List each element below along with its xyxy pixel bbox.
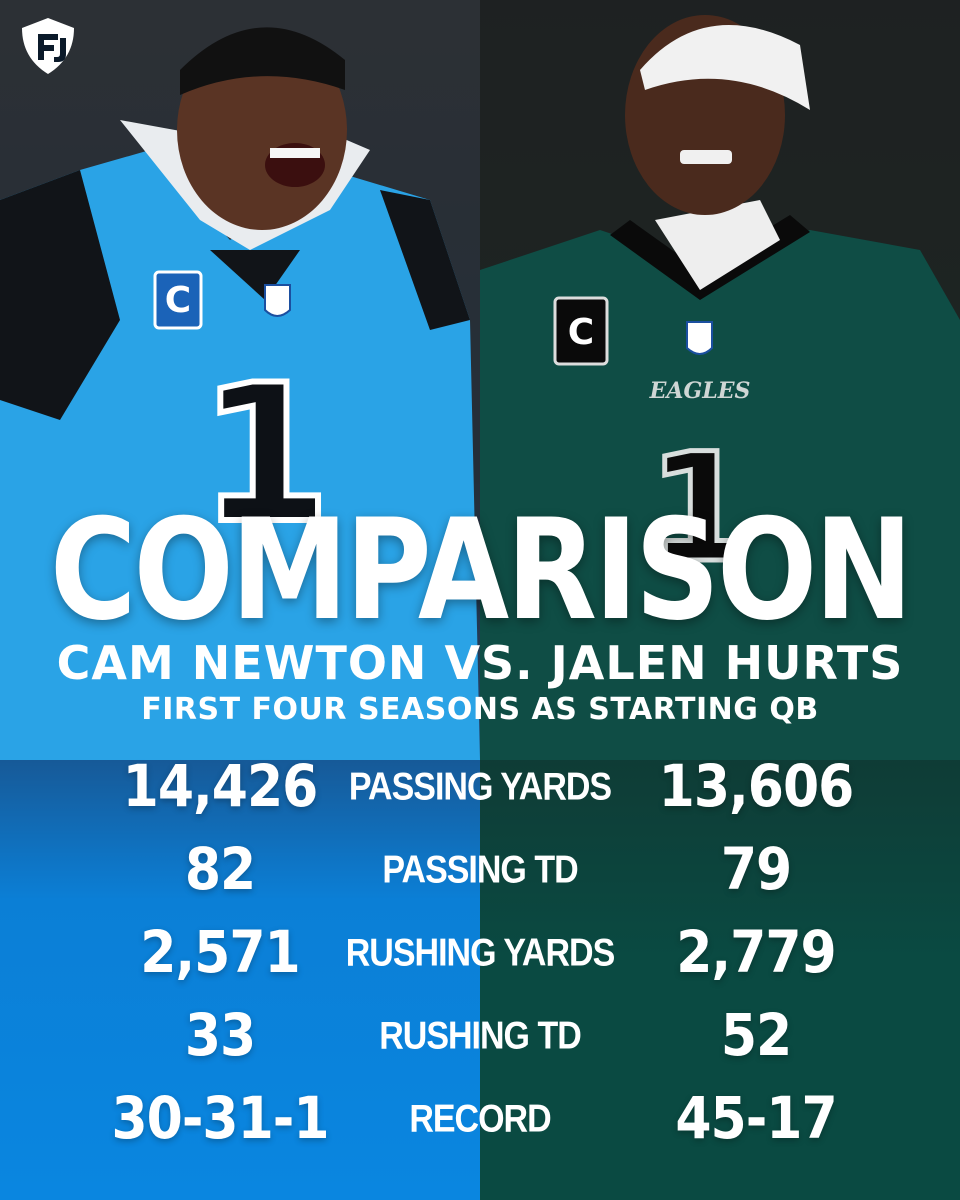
left-jersey-number: 1 [199,344,331,565]
left-captain-patch: C [165,280,191,321]
stat-label: RECORD [409,1097,551,1141]
stat-row: 2,571 RUSHING YARDS 2,779 [0,918,960,1001]
left-stat-value: 2,571 [140,919,300,987]
right-jersey-number: 1 [648,422,752,596]
stats-table: 14,426 PASSING YARDS 13,606 82 PASSING T… [0,752,960,1167]
stat-label: RUSHING TD [379,1014,582,1058]
right-stat-value: 52 [720,1002,792,1070]
eagles-wordmark: EAGLES [649,378,751,404]
left-player-image: C 1 [0,0,480,760]
right-captain-patch: C [568,312,594,353]
matchup-title: CAM NEWTON VS. JALEN HURTS [56,636,904,690]
left-stat-value: 14,426 [122,753,319,821]
subtitle: FIRST FOUR SEASONS AS STARTING QB [141,692,819,727]
stat-label: PASSING YARDS [348,765,612,809]
headline: COMPARISON [49,488,913,652]
stat-row: 30-31-1 RECORD 45-17 [0,1084,960,1167]
left-stat-value: 82 [184,836,256,904]
stat-row: 33 RUSHING TD 52 [0,1001,960,1084]
right-player-image: C EAGLES 1 [480,0,960,760]
right-stat-value: 13,606 [658,753,855,821]
right-stat-value: 45-17 [675,1085,837,1153]
right-stat-value: 79 [720,836,792,904]
fanduel-shield-icon [22,18,74,74]
left-stat-value: 30-31-1 [111,1085,329,1153]
stat-row: 82 PASSING TD 79 [0,835,960,918]
stat-label: RUSHING YARDS [345,931,616,975]
right-player-panel: C EAGLES 1 [480,0,960,1200]
left-stat-value: 33 [184,1002,256,1070]
left-player-panel: C 1 [0,0,480,1200]
stat-row: 14,426 PASSING YARDS 13,606 [0,752,960,835]
right-stat-value: 2,779 [676,919,836,987]
stat-label: PASSING TD [382,848,578,892]
brand-logo [16,14,80,78]
